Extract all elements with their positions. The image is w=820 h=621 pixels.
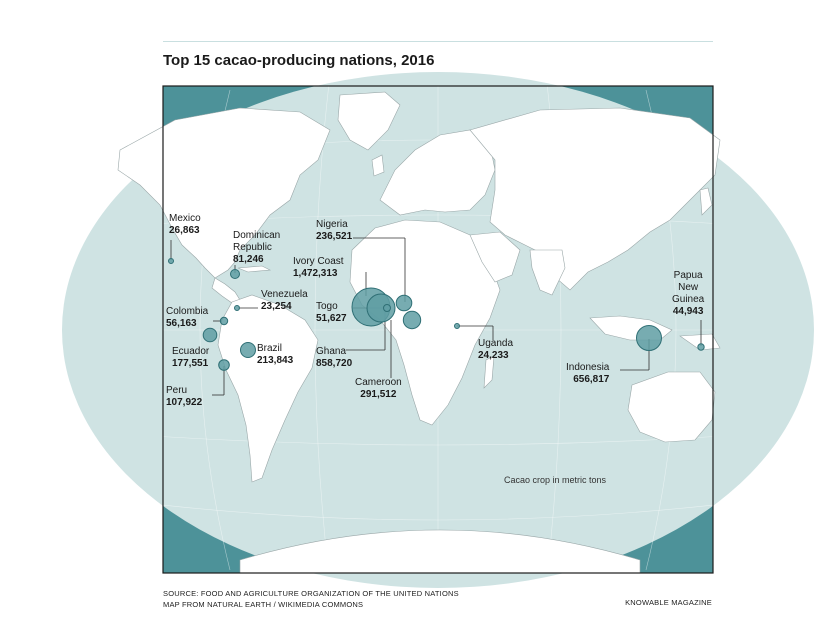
caribbean (237, 265, 272, 273)
madagascar (483, 355, 495, 389)
label-peru: Peru 107,922 (166, 385, 202, 409)
asia (469, 107, 721, 291)
north-america (117, 107, 331, 279)
label-mexico-name: Mexico (169, 213, 201, 224)
label-colombia: Colombia 56,163 (166, 306, 208, 330)
label-uganda-value: 24,233 (478, 350, 509, 361)
label-mexico-value: 26,863 (169, 225, 200, 236)
bubble-ecuador (202, 327, 218, 343)
label-cameroon-value: 291,512 (360, 389, 397, 400)
legend-note: Cacao crop in metric tons (504, 475, 607, 485)
source-line-1: SOURCE: FOOD AND AGRICULTURE ORGANIZATIO… (163, 589, 459, 598)
label-dominican-republic: Dominican Republic 81,246 (233, 230, 280, 266)
bubble-dominican (230, 269, 240, 279)
bubble-colombia (219, 316, 229, 326)
label-brazil-name: Brazil (257, 343, 283, 354)
label-nigeria-name: Nigeria (316, 219, 348, 230)
label-dominican-value: 81,246 (233, 254, 264, 265)
label-dominican-name-1: Dominican (233, 230, 281, 241)
label-ghana-name: Ghana (316, 346, 347, 357)
label-cameroon-name: Cameroon (355, 377, 402, 388)
label-ghana-value: 858,720 (316, 358, 353, 369)
label-ghana: Ghana 858,720 (316, 346, 352, 370)
label-colombia-value: 56,163 (166, 318, 197, 329)
bubble-brazil (240, 342, 256, 358)
label-brazil-value: 213,843 (257, 355, 294, 366)
label-togo-value: 51,627 (316, 313, 347, 324)
bubble-cameroon (402, 310, 422, 330)
bubble-png (697, 343, 705, 351)
label-ecuador-value: 177,551 (172, 358, 209, 369)
label-mexico: Mexico 26,863 (169, 213, 201, 237)
label-ecuador: Ecuador 177,551 (172, 346, 209, 370)
source-line-2: MAP FROM NATURAL EARTH / WIKIMEDIA COMMO… (163, 600, 364, 609)
label-dominican-name-2: Republic (233, 242, 272, 253)
label-nigeria: Nigeria 236,521 (316, 219, 352, 243)
label-venezuela-name: Venezuela (261, 289, 308, 300)
bubble-togo (383, 304, 391, 312)
label-cameroon: Cameroon 291,512 (355, 377, 402, 401)
label-uganda-name: Uganda (478, 338, 514, 349)
leader-lines (170, 237, 702, 396)
label-venezuela: Venezuela 23,254 (261, 289, 308, 313)
label-papua-new-guinea: Papua New Guinea 44,943 (672, 270, 704, 318)
bubble-nigeria (395, 294, 413, 312)
map-frame-border (162, 85, 714, 574)
australia (627, 371, 716, 443)
label-uganda: Uganda 24,233 (478, 338, 513, 362)
bubble-peru (218, 359, 230, 371)
bubble-indonesia (636, 325, 662, 351)
africa (349, 219, 501, 426)
uk (371, 154, 385, 177)
label-nigeria-value: 236,521 (316, 231, 353, 242)
label-peru-value: 107,922 (166, 397, 203, 408)
label-indonesia-name: Indonesia (566, 362, 610, 373)
label-indonesia-value: 656,817 (573, 374, 610, 385)
landmasses (117, 91, 721, 574)
bubble-mexico (168, 258, 174, 264)
bubble-venezuela (234, 305, 240, 311)
india (529, 249, 566, 296)
bubble-ghana (366, 293, 396, 323)
label-png-name-2: New (678, 282, 699, 293)
label-indonesia: Indonesia 656,817 (566, 362, 609, 386)
label-togo-name: Togo (316, 301, 338, 312)
japan (699, 187, 713, 216)
credit: KNOWABLE MAGAZINE (625, 598, 712, 607)
greenland (337, 91, 401, 151)
map-title: Top 15 cacao-producing nations, 2016 (163, 52, 435, 69)
label-togo: Togo 51,627 (316, 301, 347, 325)
label-ecuador-name: Ecuador (172, 346, 210, 357)
label-png-value: 44,943 (672, 306, 704, 317)
label-peru-name: Peru (166, 385, 188, 396)
source-note: SOURCE: FOOD AND AGRICULTURE ORGANIZATIO… (163, 588, 459, 610)
antarctica (239, 529, 641, 574)
label-ivory-coast: Ivory Coast 1,472,313 (293, 256, 344, 280)
label-png-name-1: Papua (673, 270, 703, 281)
label-ivory-name: Ivory Coast (293, 256, 344, 267)
top-rule (163, 41, 713, 42)
label-ivory-value: 1,472,313 (293, 268, 338, 279)
label-brazil: Brazil 213,843 (257, 343, 293, 367)
bubbles (168, 258, 705, 371)
label-png-name-3: Guinea (672, 294, 705, 305)
label-venezuela-value: 23,254 (261, 301, 292, 312)
label-colombia-name: Colombia (166, 306, 209, 317)
arabia (469, 231, 521, 283)
bubble-uganda (454, 323, 460, 329)
